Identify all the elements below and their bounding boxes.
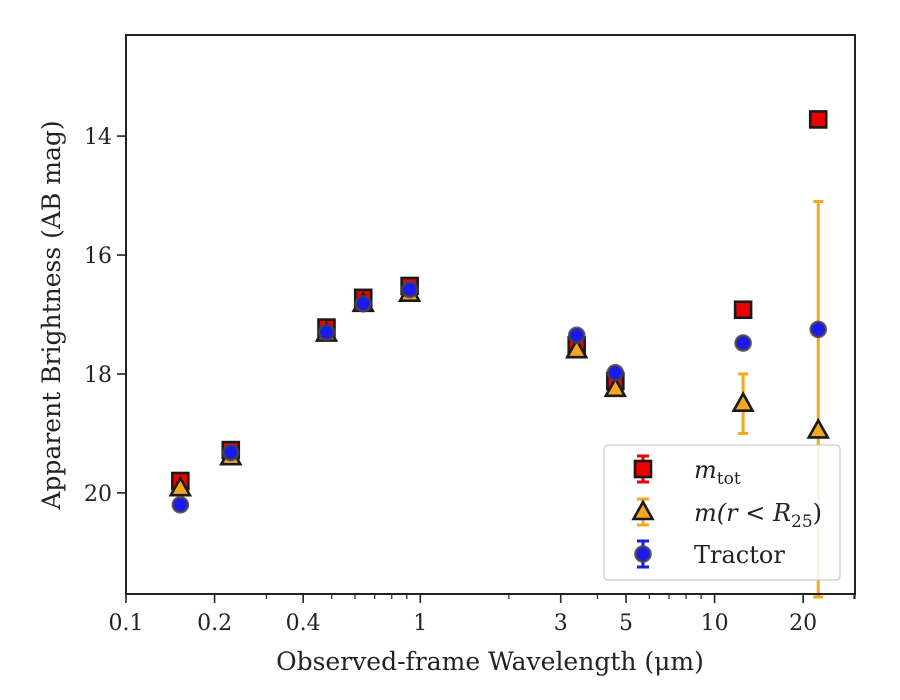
x-tick-label: 5 xyxy=(619,611,633,636)
x-tick-label: 1 xyxy=(413,611,427,636)
plot-frame xyxy=(125,34,856,595)
y-tick-label: 14 xyxy=(84,125,112,150)
x-axis: 0.1 0.2 0.4 1 3 5 10 20 xyxy=(109,594,856,636)
legend-box xyxy=(603,444,841,581)
legend-circle-marker xyxy=(634,545,652,563)
y-tick-label: 18 xyxy=(84,363,112,388)
triangle-point xyxy=(564,337,589,359)
x-tick-label: 0.2 xyxy=(197,611,232,636)
circle-point xyxy=(809,320,828,339)
series-square xyxy=(171,110,828,491)
circle-point xyxy=(734,334,752,352)
legend-label: m(r < R25) xyxy=(694,499,822,532)
square-point xyxy=(808,110,828,129)
triangle-point xyxy=(603,376,628,398)
circle-point xyxy=(354,294,373,313)
y-tick-label: 16 xyxy=(84,244,112,269)
x-axis-label: Observed-frame Wavelength (μm) xyxy=(276,647,704,676)
x-tick-label: 3 xyxy=(554,611,568,636)
y-tick-label: 20 xyxy=(84,482,112,507)
legend-label: Tractor xyxy=(694,541,785,569)
circle-point xyxy=(221,443,240,462)
legend-triangle-marker xyxy=(631,499,655,521)
legend: mtot m(r < R25) Tractor xyxy=(603,444,841,581)
y-axis: 14 16 18 20 xyxy=(84,125,126,507)
circle-point xyxy=(317,323,336,342)
circle-point xyxy=(171,495,190,514)
legend-square-marker xyxy=(633,459,653,479)
y-axis-label: Apparent Brightness (AB mag) xyxy=(37,120,66,510)
triangle-point xyxy=(806,417,830,439)
circle-point xyxy=(400,280,419,299)
circle-point xyxy=(606,363,625,382)
circle-point xyxy=(567,326,586,345)
x-tick-label: 0.4 xyxy=(286,611,321,636)
x-tick-label: 20 xyxy=(789,611,817,636)
square-point xyxy=(733,300,753,320)
triangle-point xyxy=(168,475,193,497)
x-tick-label: 0.1 xyxy=(109,611,144,636)
x-tick-label: 10 xyxy=(701,611,729,636)
triangle-point xyxy=(731,391,755,413)
series-circle xyxy=(171,280,828,514)
legend-label: mtot xyxy=(694,456,741,489)
